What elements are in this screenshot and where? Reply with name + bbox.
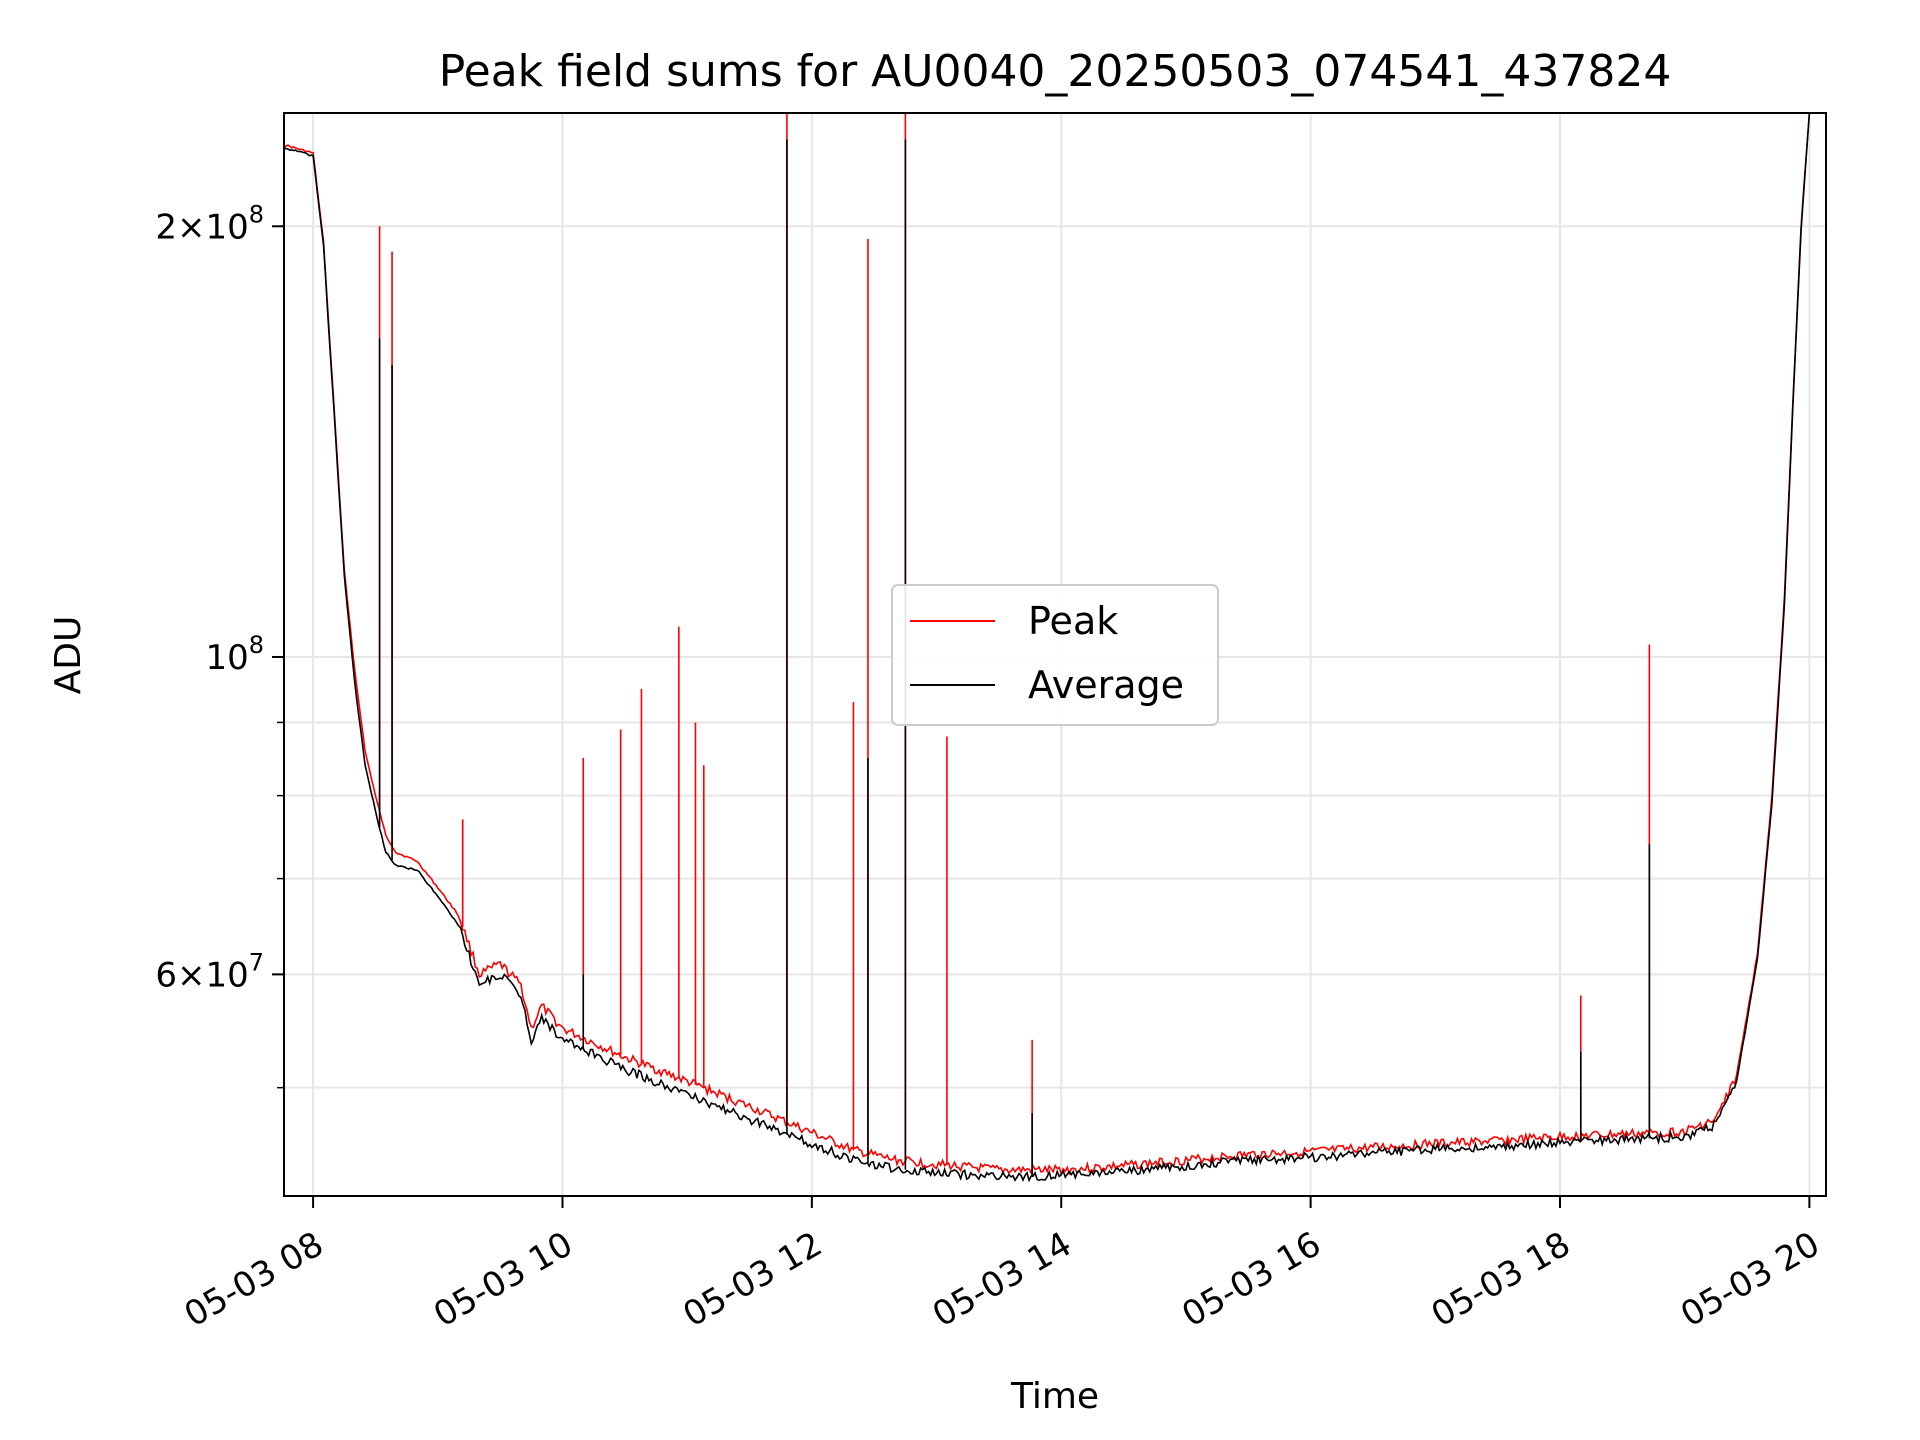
chart-title: Peak field sums for AU0040_20250503_0745…: [439, 46, 1672, 97]
plot-frame: [283, 112, 1827, 1197]
y-axis: 2×108 108 6×107: [155, 200, 284, 1089]
series-average: [284, 113, 1811, 1183]
x-tick-label: 05-03 20: [1674, 1224, 1826, 1335]
series-peak-line: [284, 113, 1811, 1177]
series-average-line: [284, 113, 1811, 1183]
x-tick-label: 05-03 08: [178, 1224, 330, 1335]
series-layer: [284, 113, 1811, 1183]
y-tick-label: 2×108: [155, 200, 264, 247]
x-axis: 05-03 08 05-03 10 05-03 12 05-03 14 05-03 16…: [178, 1196, 1826, 1335]
legend-average-label: Average: [1028, 663, 1184, 707]
x-tick-label: 05-03 10: [427, 1224, 579, 1335]
x-tick-label: 05-03 14: [926, 1224, 1078, 1335]
x-axis-label: Time: [1010, 1376, 1099, 1417]
legend: Peak Average: [891, 584, 1219, 726]
x-tick-label: 05-03 12: [677, 1224, 829, 1335]
y-axis-label: ADU: [48, 616, 89, 695]
x-tick-label: 05-03 18: [1425, 1224, 1577, 1335]
y-tick-label: 6×107: [155, 948, 264, 995]
legend-peak-label: Peak: [1028, 599, 1118, 643]
y-tick-label: 108: [205, 631, 264, 678]
x-tick-label: 05-03 16: [1175, 1224, 1327, 1335]
